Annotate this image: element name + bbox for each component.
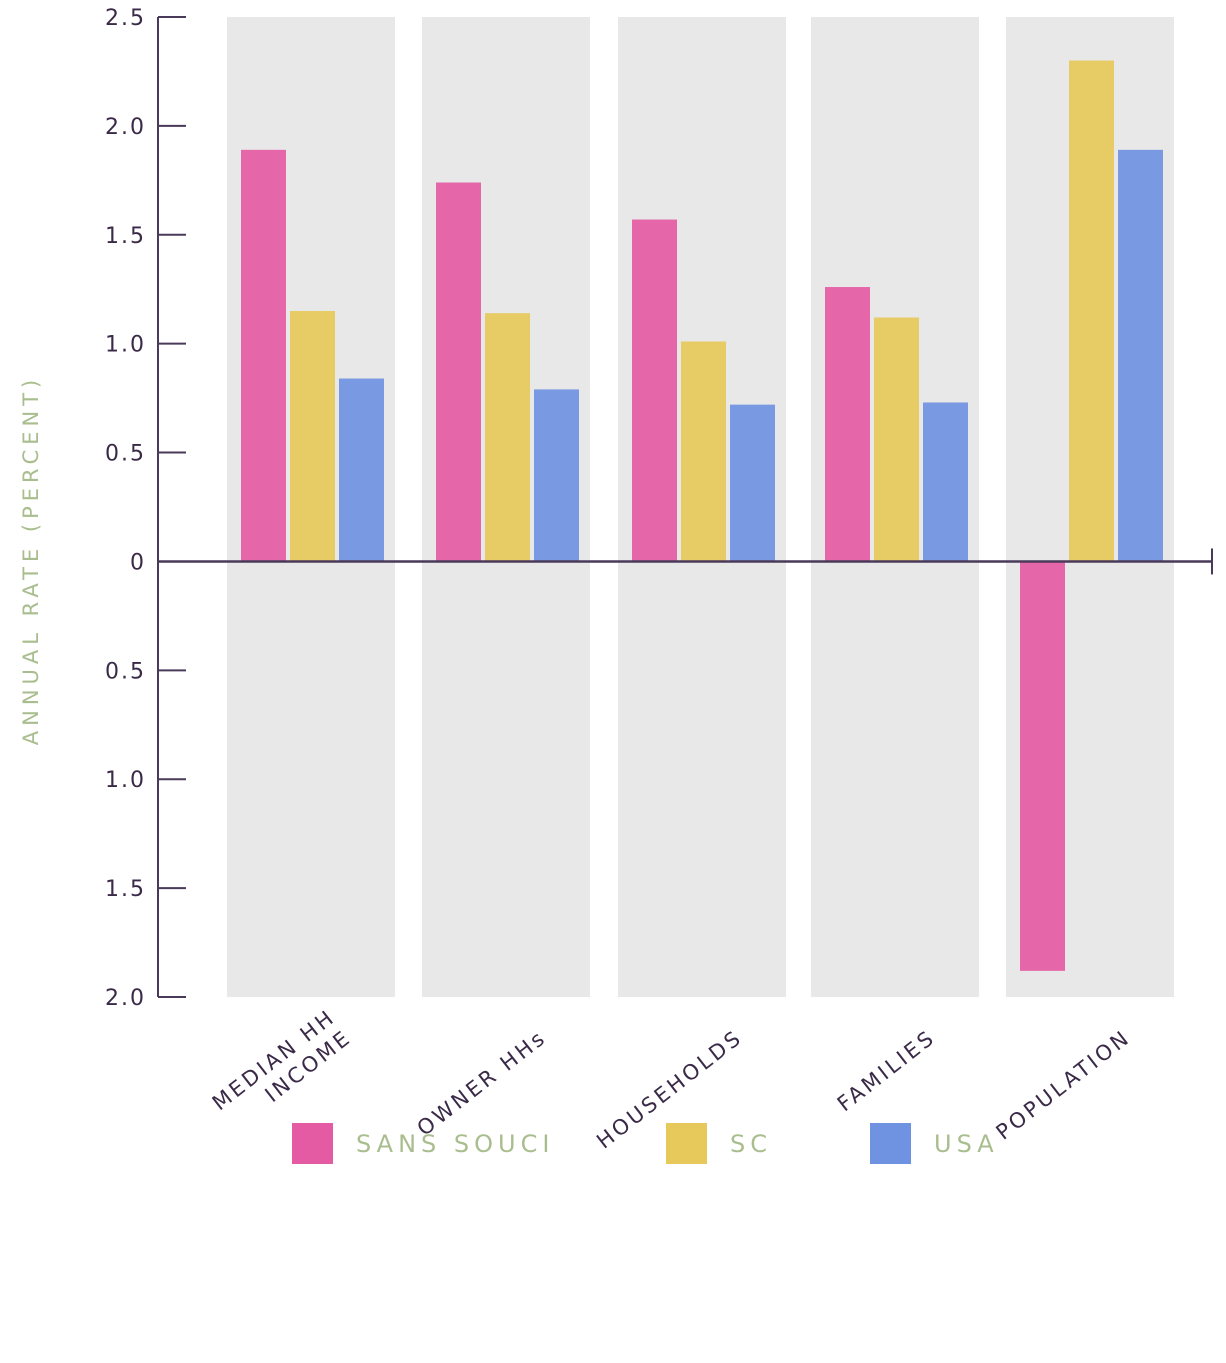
legend-label-0: SANS SOUCI (356, 1130, 554, 1158)
legend-label-1: SC (730, 1130, 772, 1158)
category-label-line: OWNER HHs (413, 1025, 552, 1141)
bar-sans-souci-4 (1020, 561, 1065, 971)
y-tick-label-2: 1.5 (105, 224, 146, 249)
bar-sc-3 (874, 317, 919, 562)
legend-swatch-1 (666, 1123, 707, 1164)
bar-sc-0 (290, 311, 335, 562)
bar-sans-souci-3 (825, 287, 870, 562)
category-label-4: POPULATION (992, 1025, 1136, 1145)
y-tick-label-3: 1.0 (105, 333, 146, 358)
bar-usa-4 (1118, 149, 1163, 562)
y-axis-label: ANNUAL RATE (PERCENT) (19, 375, 43, 745)
y-tick-label-7: 1.0 (105, 768, 146, 793)
category-label-line: POPULATION (992, 1025, 1136, 1145)
y-tick-label-5: 0 (130, 550, 146, 575)
y-tick-label-8: 1.5 (105, 877, 146, 902)
bar-sans-souci-0 (241, 149, 286, 562)
category-label-1: OWNER HHs (413, 1025, 552, 1141)
legend: SANS SOUCI SC USA (292, 1123, 999, 1164)
bar-sc-2 (681, 341, 726, 562)
legend-label-2: USA (934, 1130, 999, 1158)
bar-sc-1 (485, 313, 530, 562)
bar-usa-3 (923, 402, 968, 562)
y-tick-label-9: 2.0 (105, 986, 146, 1011)
bar-sans-souci-2 (632, 219, 677, 562)
category-label-line: FAMILIES (833, 1025, 940, 1116)
category-label-0: MEDIAN HHINCOME (208, 1005, 356, 1136)
y-tick-label-4: 0.5 (105, 442, 146, 467)
axes (157, 17, 1213, 997)
bars (241, 60, 1163, 971)
legend-swatch-2 (870, 1123, 911, 1164)
bar-sans-souci-1 (436, 182, 481, 562)
y-tick-label-6: 0.5 (105, 659, 146, 684)
y-tick-label-0: 2.5 (105, 6, 146, 31)
bar-sc-4 (1069, 60, 1114, 562)
y-ticks: 2.5 2.0 1.5 1.0 0.5 0 0.5 1.0 1.5 2.0 (105, 6, 186, 1011)
category-label-3: FAMILIES (833, 1025, 940, 1116)
bar-usa-2 (730, 404, 775, 562)
bar-usa-0 (339, 378, 384, 562)
bar-usa-1 (534, 389, 579, 562)
legend-swatch-0 (292, 1123, 333, 1164)
y-tick-label-1: 2.0 (105, 115, 146, 140)
